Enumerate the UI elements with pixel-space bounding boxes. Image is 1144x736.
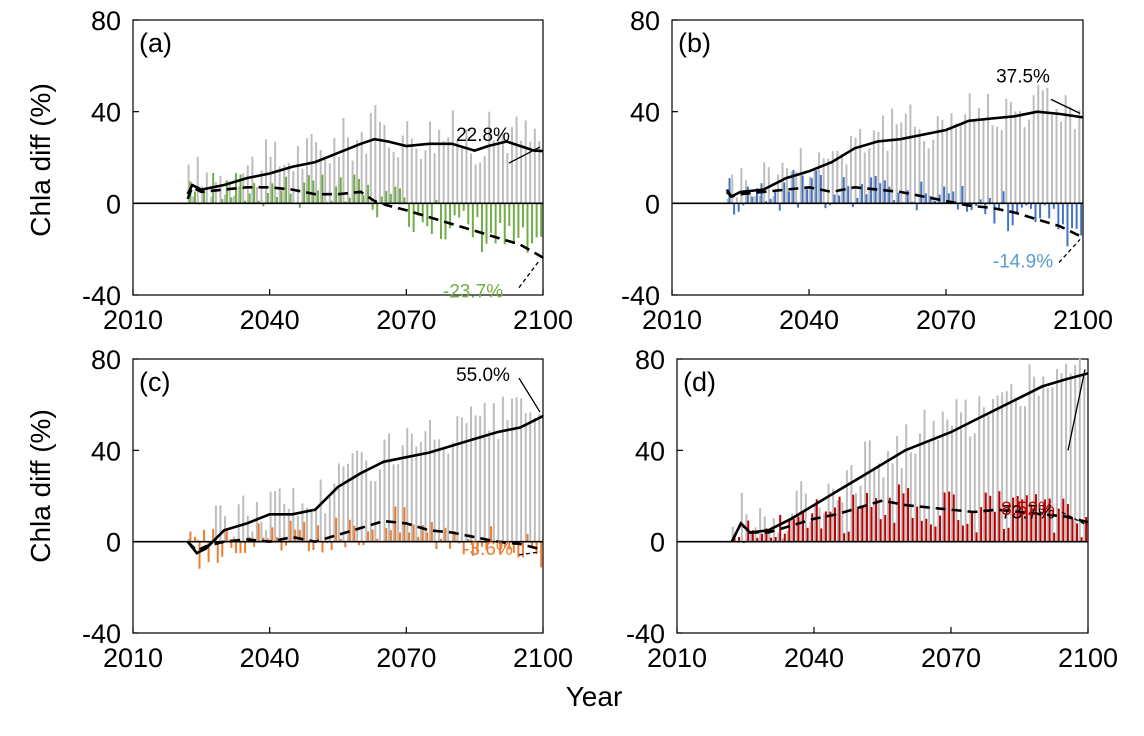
- y-tick-label: 40: [91, 98, 121, 128]
- panel-a: -40 0 40 80 2010 2040 2070 2100 (a) 22.8% -23.7%: [82, 6, 573, 335]
- plot-frame: [671, 19, 1084, 296]
- annotation-arrow: [1067, 369, 1086, 451]
- series-line-dashed: [725, 185, 1084, 239]
- y-tick-label: 80: [635, 345, 665, 375]
- x-tick-label: 2100: [513, 643, 573, 673]
- y-tick-label: 0: [106, 189, 121, 219]
- y-tick-label: 40: [630, 98, 660, 128]
- y-tick-label: 80: [91, 345, 121, 375]
- annotation-lower: -3.6%: [463, 539, 513, 560]
- series-line-solid: [186, 137, 544, 195]
- series-line-dashed: [730, 499, 1089, 543]
- panel-c: -40 0 40 80 2010 2040 2070 2100 (c) 55.0% -3.6%: [82, 345, 573, 673]
- series-line-solid: [186, 414, 544, 555]
- x-tick-label: 2100: [513, 305, 573, 335]
- x-tick-label: 2100: [1053, 305, 1113, 335]
- panel-label: (c): [139, 367, 170, 397]
- y-tick-label: 80: [91, 6, 121, 36]
- annotation-arrow: [1058, 239, 1081, 263]
- plot-frame: [676, 358, 1089, 634]
- panel-b: -40 0 40 80 2010 2040 2070 2100 (b) 37.5% -14.9%: [621, 6, 1113, 335]
- plot-frame: [132, 19, 544, 296]
- annotation-lower: -14.9%: [993, 251, 1053, 272]
- x-tick-label: 2010: [103, 643, 163, 673]
- ylabel-top: Chla diff (%): [25, 83, 56, 237]
- series-line-solid: [725, 110, 1084, 199]
- annotation-upper: 22.8%: [456, 125, 510, 146]
- xlabel: Year: [566, 681, 623, 712]
- panel-label: (d): [683, 367, 716, 397]
- series-line-dashed: [186, 185, 544, 259]
- annotation-lower: -23.7%: [443, 282, 503, 303]
- annotation-arrow: [508, 146, 541, 164]
- panel-label: (b): [678, 28, 711, 58]
- y-tick-label: -40: [82, 281, 121, 311]
- x-tick-label: 2040: [240, 643, 300, 673]
- x-tick-label: 2040: [240, 305, 300, 335]
- ylabel-bottom: Chla diff (%): [25, 409, 56, 563]
- plot-frame: [132, 358, 544, 634]
- y-tick-label: -40: [621, 281, 660, 311]
- x-tick-label: 2070: [376, 305, 436, 335]
- panel-d: -40 0 40 80 2010 2040 2070 2100 (d) 73.7%8.52%: [626, 345, 1118, 673]
- y-tick-label: -40: [82, 619, 121, 649]
- annotation-arrow: [1050, 98, 1081, 114]
- y-tick-label: 40: [91, 436, 121, 466]
- annotation-upper: 73.7%: [1001, 502, 1055, 523]
- series-line-dashed: [186, 519, 544, 553]
- x-tick-label: 2070: [376, 643, 436, 673]
- annotation-arrow: [518, 551, 541, 556]
- annotation-arrow: [1061, 511, 1086, 525]
- series-line-solid: [730, 372, 1089, 543]
- annotation-arrow: [518, 259, 541, 289]
- y-tick-label: 0: [650, 528, 665, 558]
- annotation-arrow: [518, 377, 541, 413]
- x-tick-label: 2070: [921, 643, 981, 673]
- x-tick-label: 2010: [103, 305, 163, 335]
- annotation-upper: 55.0%: [456, 365, 510, 386]
- x-tick-label: 2040: [779, 305, 839, 335]
- x-tick-label: 2100: [1058, 643, 1118, 673]
- x-tick-label: 2010: [642, 305, 702, 335]
- y-tick-label: -40: [626, 619, 665, 649]
- x-tick-label: 2040: [784, 643, 844, 673]
- x-tick-label: 2070: [916, 305, 976, 335]
- x-tick-label: 2010: [647, 643, 707, 673]
- y-tick-label: 40: [635, 436, 665, 466]
- annotation-lower: 8.52%: [1001, 499, 1055, 520]
- panel-label: (a): [139, 28, 172, 58]
- y-tick-label: 0: [106, 528, 121, 558]
- annotation-upper: 37.5%: [996, 66, 1050, 87]
- y-tick-label: 0: [645, 189, 660, 219]
- y-tick-label: 80: [630, 6, 660, 36]
